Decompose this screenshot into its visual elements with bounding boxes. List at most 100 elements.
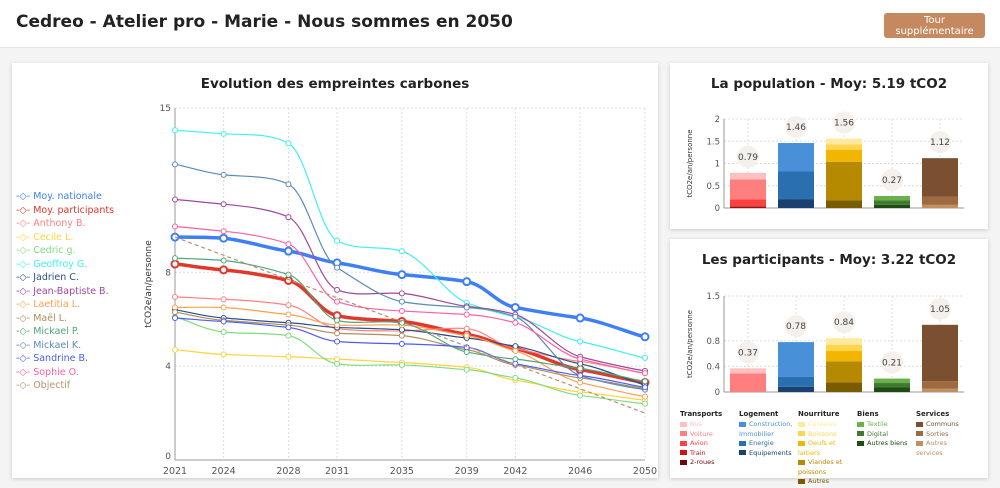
legend-item[interactable]: -◇- Cedric g. (16, 244, 114, 258)
y-tick-label: 0 (165, 452, 171, 462)
y-tick-label: 0 (715, 204, 720, 214)
data-point-sophie-o- (512, 319, 519, 326)
data-point-cedric-g- (463, 366, 470, 373)
legend-item[interactable]: -◇- Jean-Baptiste B. (16, 285, 114, 299)
legend-item: Avion (680, 439, 739, 449)
data-point-geoffroy-g- (577, 338, 584, 345)
legend-item[interactable]: -◇- Maël L. (16, 312, 114, 326)
legend-item: Autres biens (857, 439, 916, 449)
legend-group-title: Services (916, 410, 950, 418)
data-point-sophie-o- (220, 228, 227, 235)
bar-segment-nourriture (826, 382, 862, 392)
y-tick-label: 1.5 (706, 292, 720, 302)
data-point-laetitia-l- (220, 304, 227, 311)
legend-swatch-icon (798, 459, 805, 465)
legend-item[interactable]: -◇- Geoffroy G. (16, 258, 114, 272)
legend-label: Construction, Immobilier (739, 420, 793, 438)
value-badge (737, 145, 759, 168)
bar-segment-transports (730, 368, 766, 374)
legend-item[interactable]: -◇- Jadrien C. (16, 271, 114, 285)
series-line-jean-baptiste-b- (174, 198, 646, 372)
data-point-geoffroy-g- (220, 130, 227, 137)
legend-label: Moy. participants (33, 204, 115, 216)
data-point-cecile-l- (220, 351, 227, 358)
legend-label: Bus (690, 420, 702, 428)
data-point-sandrine-b- (642, 384, 648, 391)
data-point-mickael-k- (398, 298, 405, 305)
data-point-sandrine-b- (172, 315, 178, 322)
extra-round-button[interactable]: Tour supplémentaire (884, 13, 985, 38)
line-chart-legend: -◇- Moy. nationale -◇- Moy. participants -… (16, 190, 114, 393)
bar-segment-services (922, 158, 958, 197)
legend-marker-icon: -◇- (16, 285, 31, 297)
data-point-mickael-p- (285, 271, 292, 278)
data-point-sandrine-b- (285, 324, 292, 331)
legend-item: Autres (798, 477, 857, 487)
legend-label: Autres biens (867, 439, 908, 447)
bar-segment-nourriture (826, 344, 862, 352)
legend-label: Cedric g. (33, 245, 76, 256)
bar-value-label: 0.27 (882, 176, 902, 186)
data-point-laetitia-l- (642, 393, 648, 400)
data-point-moy-participants (170, 259, 180, 269)
data-point-cedric-g- (642, 400, 648, 407)
y-tick-label: 2 (715, 115, 720, 125)
legend-label: Jadrien C. (33, 272, 79, 283)
bar-value-label: 0.78 (786, 322, 806, 332)
data-point-sophie-o- (577, 356, 584, 363)
legend-label: Céréales (808, 420, 837, 428)
legend-item: Oeufs et laitiers (798, 439, 857, 458)
data-point-jean-baptiste-b- (285, 214, 292, 221)
legend-item[interactable]: -◇- Sandrine B. (16, 352, 114, 366)
legend-item[interactable]: -◇- Cecile L. (16, 231, 114, 245)
legend-label: Energie (749, 439, 774, 447)
data-point-sandrine-b- (220, 318, 227, 325)
legend-item: Textile (857, 420, 916, 430)
legend-label: Oeufs et laitiers (798, 439, 836, 457)
legend-group-title: Transports (680, 410, 723, 418)
series-line-sophie-o- (174, 225, 646, 374)
legend-item[interactable]: -◇- Mickael P. (16, 325, 114, 339)
legend-item[interactable]: -◇- Sophie O. (16, 366, 114, 380)
data-point-ma-l-l- (334, 330, 341, 337)
value-badge (737, 341, 759, 364)
bar-value-label: 1.56 (834, 119, 854, 129)
legend-group-title: Logement (739, 410, 779, 418)
data-point-jean-baptiste-b- (172, 196, 178, 203)
legend-item[interactable]: -◇- Laetitia L. (16, 298, 114, 312)
bar-segment-nourriture (826, 138, 862, 145)
legend-swatch-icon (680, 421, 687, 427)
legend-label: Sandrine B. (33, 353, 89, 364)
legend-marker-icon: -◇- (16, 204, 31, 216)
legend-swatch-icon (739, 421, 746, 427)
legend-label: Laetitia L. (33, 299, 81, 310)
series-line-anthony-b- (174, 296, 646, 374)
legend-item[interactable]: -◇- Moy. participants (16, 204, 114, 218)
y-tick-label: 0.4 (706, 362, 720, 372)
legend-group-logement: Logement Construction, Immobilier Energie E… (739, 410, 798, 487)
y-tick-label: 0.5 (706, 182, 720, 192)
legend-label: Boissons (808, 429, 837, 438)
data-point-moy-nationale (510, 302, 520, 312)
y-tick-label: 0 (715, 388, 720, 398)
legend-label: Mickael K. (33, 339, 82, 351)
legend-marker-icon: -◇- (16, 380, 31, 391)
legend-label: Train (690, 448, 706, 457)
bar-segment-nourriture (826, 351, 862, 362)
legend-swatch-icon (680, 431, 687, 436)
legend-item: Boissons (798, 430, 857, 440)
value-badge (833, 311, 855, 334)
y-axis-label: tCO2e/an/personne (686, 310, 694, 378)
bar-segment-transports (730, 206, 766, 208)
legend-marker-icon: -◇- (16, 218, 31, 229)
legend-item[interactable]: -◇- Objectif (16, 379, 114, 393)
legend-label: Equipements (749, 448, 792, 457)
data-point-mickael-k- (172, 161, 178, 168)
bar-segment-services (922, 196, 958, 205)
bar-segment-biens (874, 204, 910, 208)
legend-item[interactable]: -◇- Anthony B. (16, 217, 114, 231)
y-tick-label: 15 (160, 104, 171, 114)
legend-item[interactable]: -◇- Moy. nationale (16, 190, 114, 204)
bar-value-label: 0.84 (834, 318, 854, 328)
legend-item[interactable]: -◇- Mickael K. (16, 339, 114, 353)
